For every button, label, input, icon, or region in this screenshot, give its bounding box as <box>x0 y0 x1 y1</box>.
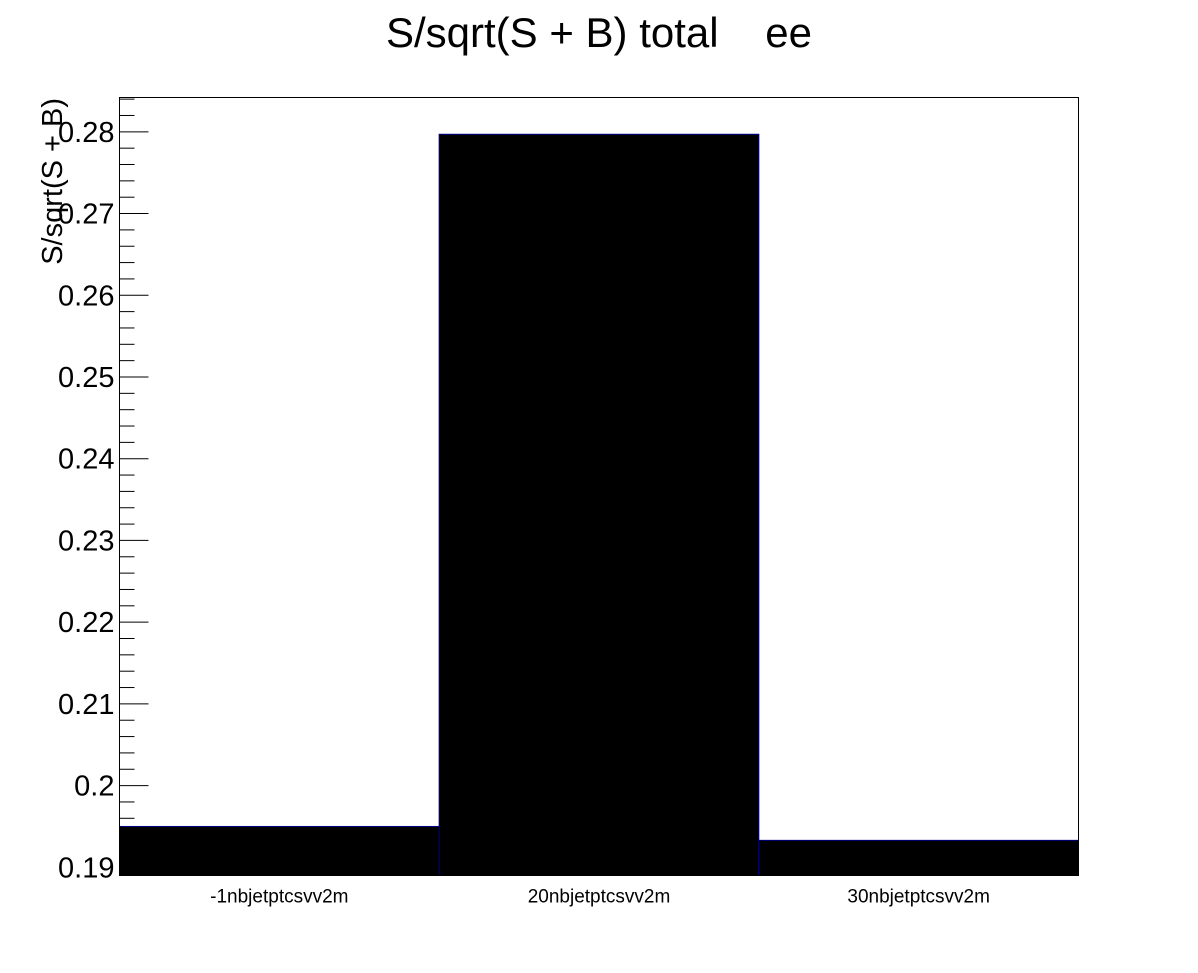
y-tick-label: 0.26 <box>58 280 114 312</box>
y-tick-label: 0.28 <box>58 117 114 149</box>
x-axis: -1nbjetptcsvv2m 20nbjetptcsvv2m 30nbjetptc… <box>210 855 990 908</box>
y-tick-label: 0.22 <box>58 607 114 639</box>
y-tick-label: 0.24 <box>58 444 114 476</box>
bars <box>119 133 1079 877</box>
x-tick-label: 20nbjetptcsvv2m <box>528 887 671 908</box>
y-axis-label: S/sqrt(S + B) <box>37 98 69 265</box>
bar <box>438 133 760 876</box>
y-tick-label: 0.27 <box>58 199 114 231</box>
y-axis: 0.19 0.2 0.21 0.22 0.23 0.24 0.25 0.26 0.27 0.28 <box>58 98 149 884</box>
x-tick-label: 30nbjetptcsvv2m <box>847 887 990 908</box>
y-tick-label: 0.25 <box>58 362 114 394</box>
y-tick-label: 0.23 <box>58 525 114 557</box>
x-tick-label: -1nbjetptcsvv2m <box>210 887 348 908</box>
chart-title: S/sqrt(S + B) total ee <box>386 9 812 56</box>
y-tick-label: 0.21 <box>58 689 114 721</box>
y-tick-label: 0.19 <box>58 852 114 884</box>
y-tick-label: 0.2 <box>74 771 114 803</box>
